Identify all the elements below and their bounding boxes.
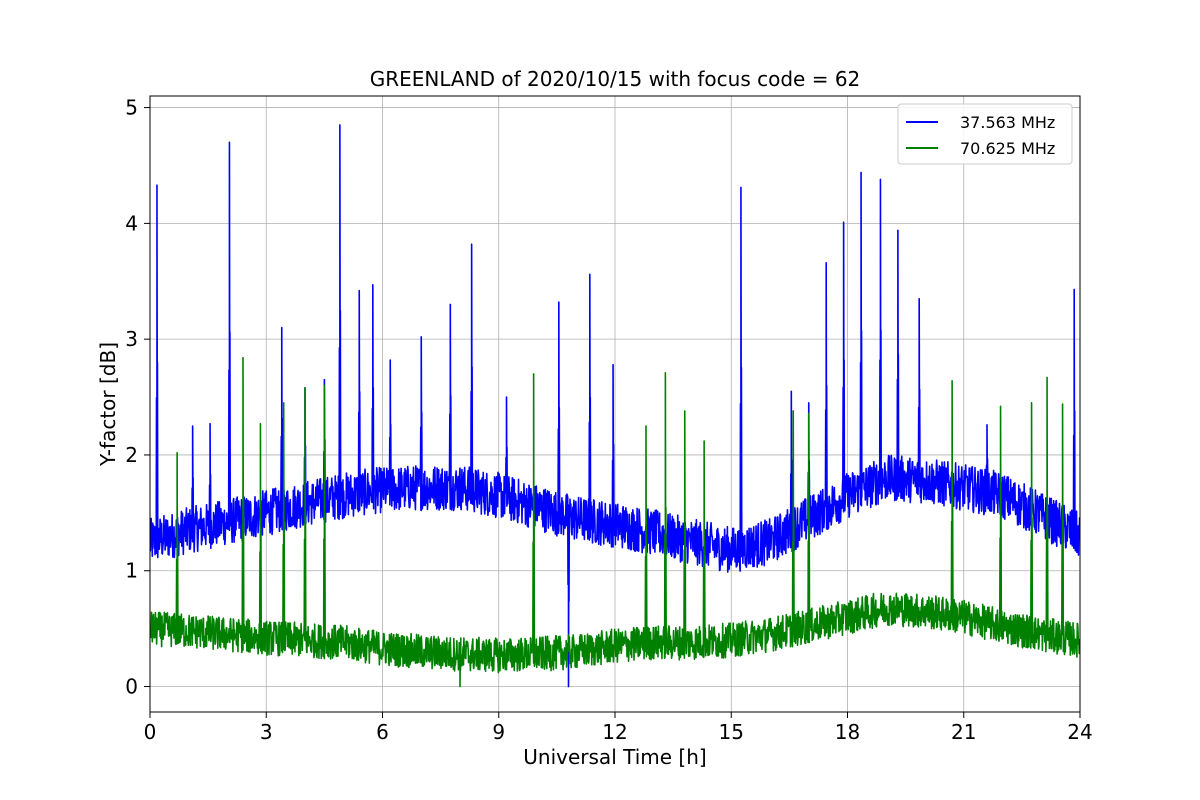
x-tick-label: 3 xyxy=(260,720,273,744)
x-axis-label: Universal Time [h] xyxy=(523,745,706,769)
legend: 37.563 MHz 70.625 MHz xyxy=(897,103,1073,165)
x-tick-label: 0 xyxy=(144,720,157,744)
x-tick-label: 15 xyxy=(719,720,744,744)
x-tick-label: 24 xyxy=(1067,720,1092,744)
chart-title: GREENLAND of 2020/10/15 with focus code … xyxy=(370,67,861,91)
legend-label-series-1: 37.563 MHz xyxy=(960,113,1055,132)
x-tick-label: 9 xyxy=(492,720,505,744)
y-tick-label: 1 xyxy=(125,559,138,583)
y-tick-label: 3 xyxy=(125,327,138,351)
y-tick-label: 4 xyxy=(125,211,138,235)
x-tick-label: 18 xyxy=(835,720,860,744)
y-tick-label: 5 xyxy=(125,96,138,120)
plot-lines xyxy=(150,124,1080,688)
x-tick-label: 21 xyxy=(951,720,976,744)
y-axis-label: Y-factor [dB] xyxy=(96,342,120,467)
legend-box xyxy=(897,103,1073,165)
x-tick-label: 12 xyxy=(602,720,627,744)
x-tick-label: 6 xyxy=(376,720,389,744)
y-tick-label: 0 xyxy=(125,675,138,699)
y-tick-label: 2 xyxy=(125,443,138,467)
legend-label-series-2: 70.625 MHz xyxy=(960,139,1055,158)
series-line-2 xyxy=(150,356,1080,688)
